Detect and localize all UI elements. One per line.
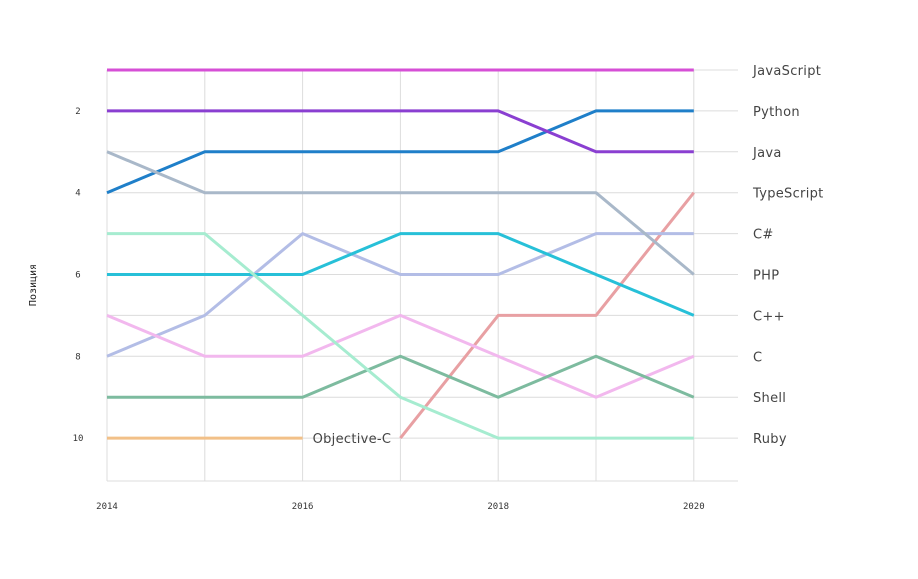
y-tick-label: 8 bbox=[75, 352, 80, 362]
y-tick-label: 4 bbox=[75, 189, 80, 199]
series-label: JavaScript bbox=[752, 64, 821, 79]
x-tick-label: 2016 bbox=[292, 502, 314, 512]
y-tick-label: 2 bbox=[75, 107, 80, 117]
y-axis-title: Позиция bbox=[28, 264, 39, 306]
series-label: C# bbox=[753, 228, 774, 243]
x-axis-ticks: 2014 2016 2018 2020 bbox=[96, 502, 704, 512]
y-tick-label: 6 bbox=[75, 271, 80, 281]
inline-series-label: Objective-C bbox=[313, 432, 392, 447]
series-line-ruby bbox=[107, 232, 694, 440]
series-line-c- bbox=[106, 232, 694, 358]
series-label: C bbox=[753, 350, 762, 365]
series-line-c bbox=[106, 313, 695, 399]
series-label: Java bbox=[752, 146, 782, 161]
series-label: Python bbox=[753, 105, 800, 120]
series-lines bbox=[106, 68, 695, 440]
x-tick-label: 2020 bbox=[683, 502, 705, 512]
series-line-shell bbox=[107, 354, 695, 399]
inline-labels: Objective-C bbox=[313, 432, 392, 447]
series-line-php bbox=[106, 150, 695, 276]
y-tick-label: 10 bbox=[73, 434, 84, 444]
y-axis-ticks: 2 4 6 8 10 bbox=[73, 107, 84, 444]
series-label: PHP bbox=[753, 269, 779, 284]
series-label: C++ bbox=[753, 309, 785, 324]
series-label: Shell bbox=[753, 391, 786, 406]
series-labels: JavaScript Python Java TypeScript C# PHP C++ C S… bbox=[752, 64, 824, 447]
series-line-c- bbox=[107, 232, 695, 317]
x-tick-label: 2018 bbox=[487, 502, 509, 512]
series-line-python bbox=[106, 109, 694, 195]
x-tick-label: 2014 bbox=[96, 502, 118, 512]
series-line-java bbox=[107, 109, 694, 154]
series-label: TypeScript bbox=[752, 187, 824, 202]
series-label: Ruby bbox=[753, 432, 787, 447]
